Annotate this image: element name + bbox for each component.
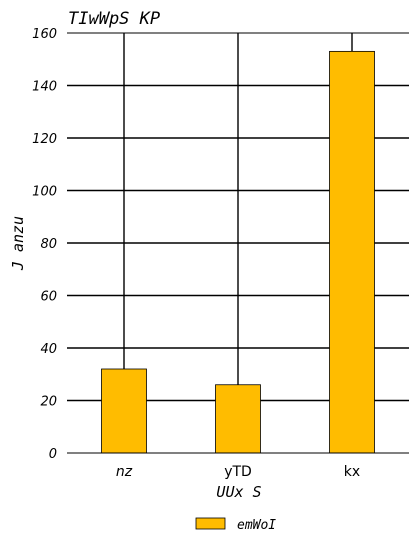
legend-swatch bbox=[196, 518, 225, 529]
y-tick-label: 80 bbox=[40, 237, 57, 252]
y-tick-label: 100 bbox=[32, 185, 57, 200]
tick-labels: 0 20 40 60 80 100 120 140 160 nz yTD kx bbox=[32, 27, 360, 480]
bar-nz bbox=[102, 369, 147, 453]
x-axis-title: UUx S bbox=[216, 483, 261, 501]
y-tick-label: 160 bbox=[32, 27, 57, 42]
chart-title: TIwWpS KP bbox=[68, 9, 160, 29]
x-tick-label: kx bbox=[344, 464, 360, 480]
y-tick-label: 20 bbox=[40, 395, 57, 410]
y-tick-label: 140 bbox=[32, 80, 57, 95]
bar-yTD bbox=[216, 385, 261, 453]
y-axis-title: J anzu bbox=[9, 216, 27, 271]
y-tick-label: 120 bbox=[32, 132, 57, 147]
legend-label: emWoI bbox=[237, 518, 276, 533]
legend: emWoI bbox=[196, 518, 276, 533]
x-tick-label: yTD bbox=[224, 464, 252, 480]
y-tick-label: 40 bbox=[40, 342, 57, 357]
x-tick-label: nz bbox=[116, 464, 133, 480]
y-tick-label: 60 bbox=[40, 290, 57, 305]
y-tick-label: 0 bbox=[49, 447, 57, 462]
bar-kx bbox=[330, 51, 375, 453]
